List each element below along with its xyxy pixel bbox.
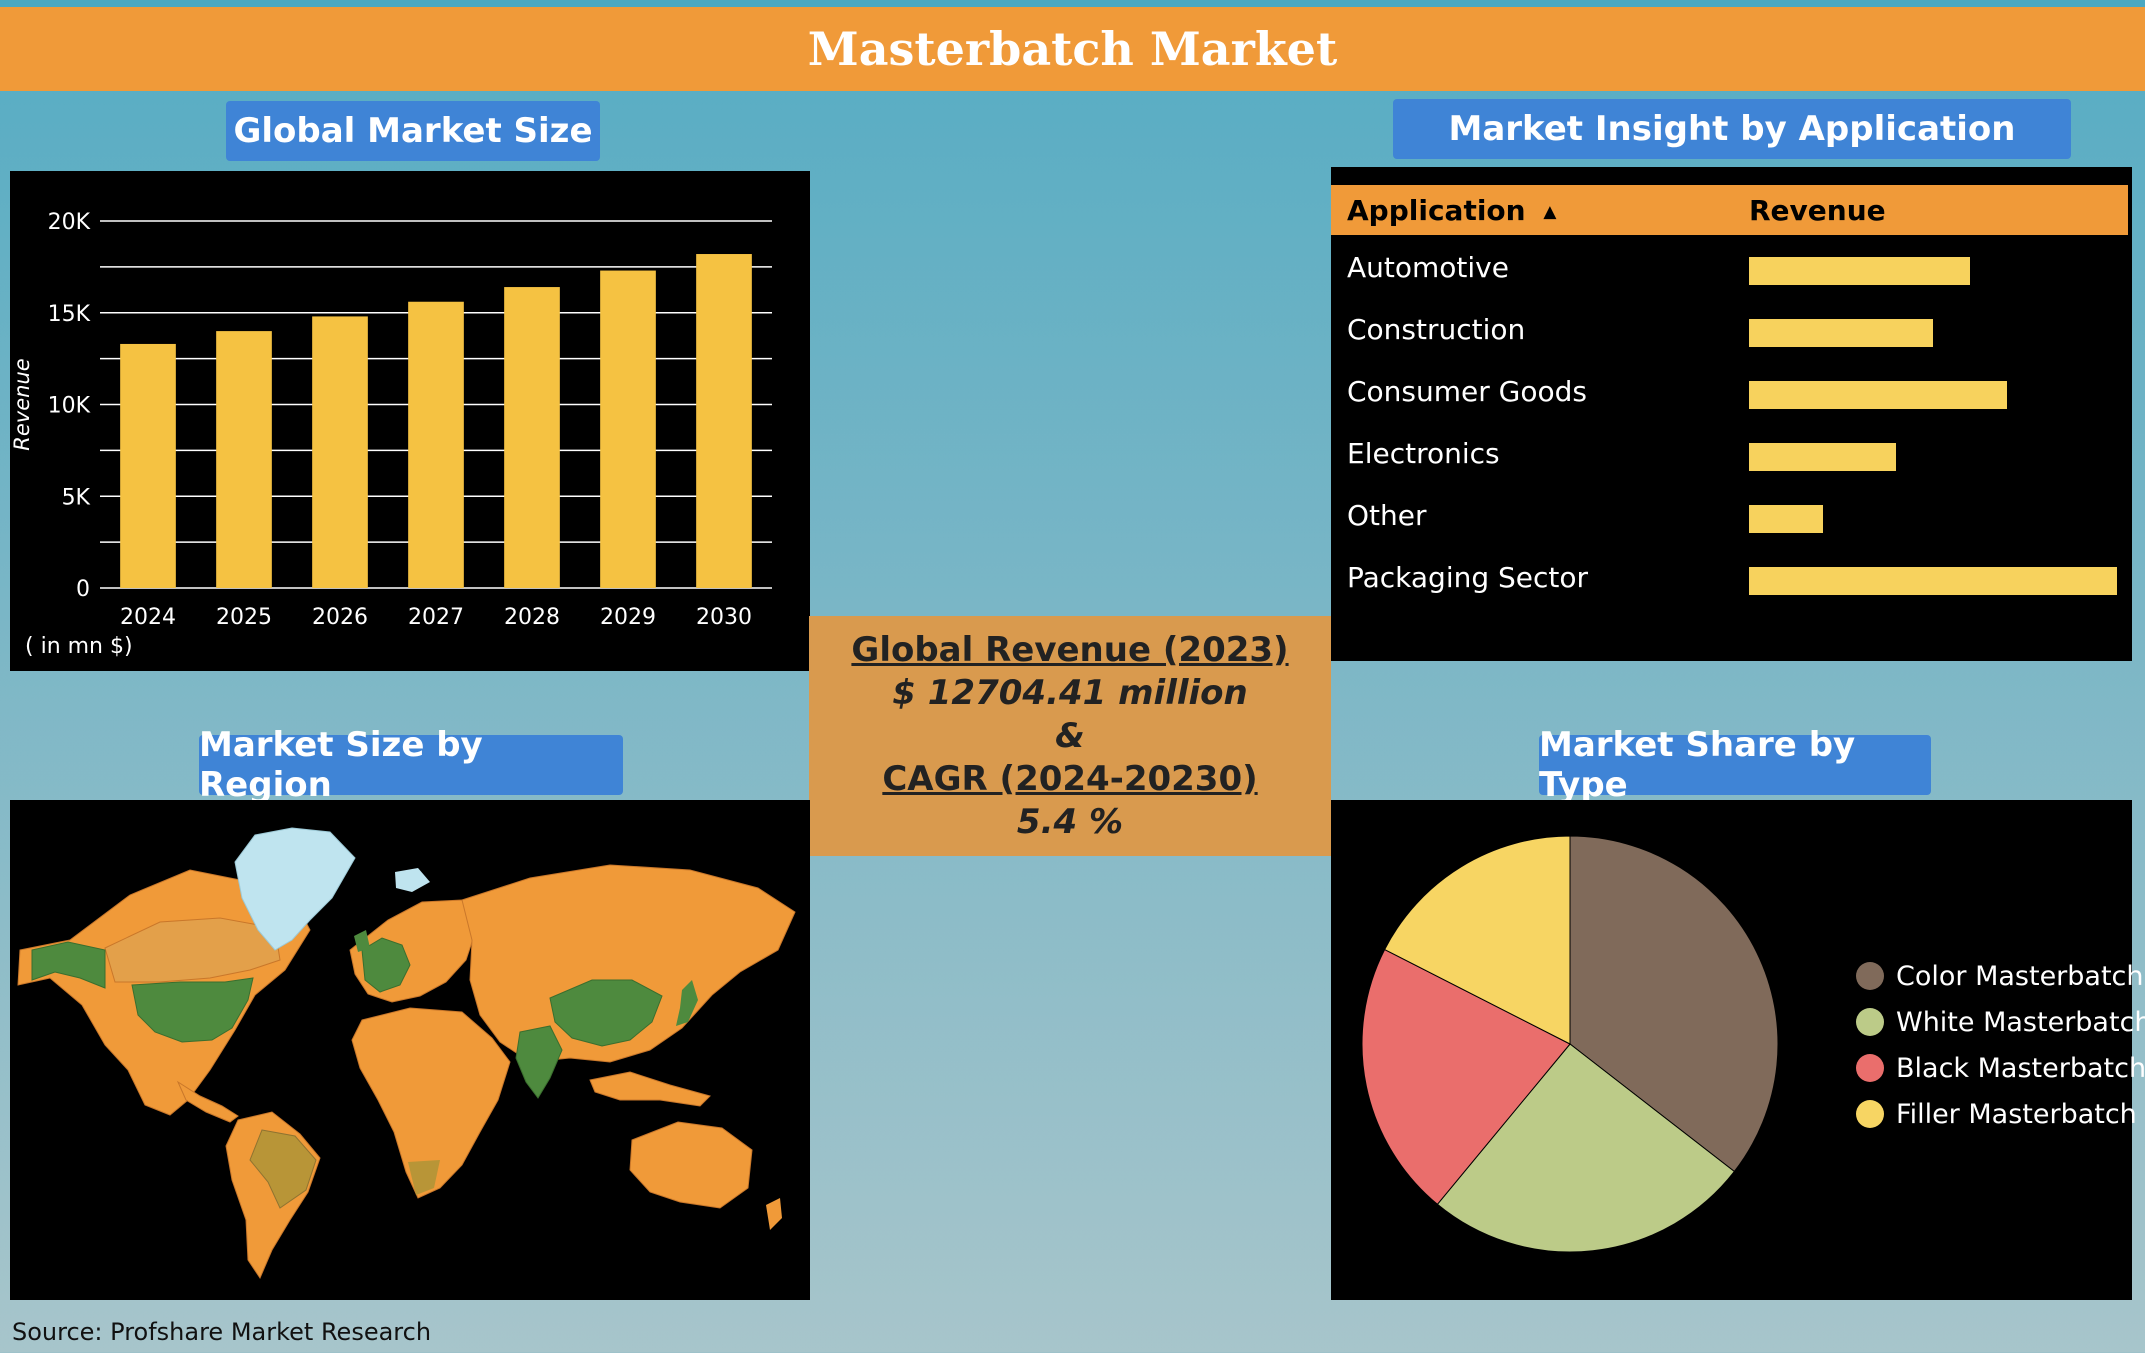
cagr-label: CAGR (2024-20230) bbox=[882, 758, 1258, 799]
map-region-asia[interactable] bbox=[461, 864, 796, 1063]
bar[interactable] bbox=[696, 254, 752, 588]
map-region-usa[interactable] bbox=[131, 977, 254, 1043]
bar[interactable] bbox=[504, 287, 560, 588]
legend-item[interactable]: Filler Masterbatch bbox=[1856, 1094, 2137, 1134]
revenue-bar bbox=[1749, 443, 1897, 471]
map-region-iceland bbox=[395, 868, 430, 892]
x-tick-label: 2027 bbox=[408, 605, 464, 630]
map-region-central-america[interactable] bbox=[176, 1080, 239, 1123]
table-row[interactable]: Electronics bbox=[1331, 427, 2128, 489]
pie-slice[interactable] bbox=[1361, 948, 1571, 1205]
legend-item[interactable]: White Masterbatch bbox=[1856, 1002, 2145, 1042]
source-note: Source: Profshare Market Research bbox=[12, 1318, 432, 1346]
bar[interactable] bbox=[600, 270, 656, 588]
y-tick-label: 5K bbox=[62, 485, 91, 510]
map-region-uk[interactable] bbox=[354, 930, 370, 952]
top-strip bbox=[0, 0, 2145, 7]
map-region-western-europe[interactable] bbox=[361, 937, 411, 993]
bar[interactable] bbox=[312, 316, 368, 588]
table-row[interactable]: Automotive bbox=[1331, 241, 2128, 303]
x-tick-label: 2029 bbox=[600, 605, 656, 630]
revenue-bar bbox=[1749, 567, 2117, 595]
map-region-china[interactable] bbox=[549, 979, 663, 1047]
x-tick-label: 2025 bbox=[216, 605, 272, 630]
header-banner: Masterbatch Market bbox=[0, 7, 2145, 91]
legend-label: Color Masterbatch bbox=[1896, 960, 2144, 992]
table-header: Application ▲ Revenue bbox=[1331, 185, 2128, 235]
global-revenue-value: $ 12704.41 million bbox=[892, 672, 1248, 713]
global-revenue-card: Global Revenue (2023) $ 12704.41 million… bbox=[809, 616, 1331, 856]
revenue-bar bbox=[1749, 257, 1970, 285]
global-revenue-label: Global Revenue (2023) bbox=[851, 629, 1289, 670]
market-region-title: Market Size by Region bbox=[199, 725, 623, 805]
table-row[interactable]: Packaging Sector bbox=[1331, 551, 2128, 613]
map-region-brazil[interactable] bbox=[249, 1129, 317, 1209]
application-column-header[interactable]: Application ▲ bbox=[1347, 194, 1557, 227]
pie-slice[interactable] bbox=[1569, 835, 1779, 1173]
ampersand-text: & bbox=[1055, 715, 1085, 756]
global-market-size-title: Global Market Size bbox=[226, 101, 600, 161]
bar-chart-panel: 0 5K 10K 15K 20K 2024 2025 2026 2027 2028 2029 2030… bbox=[10, 171, 810, 671]
map-region-india[interactable] bbox=[515, 1025, 563, 1099]
map-region-alaska[interactable] bbox=[31, 941, 106, 989]
legend-swatch bbox=[1856, 1008, 1884, 1036]
map-region-greenland[interactable] bbox=[234, 827, 356, 951]
y-axis-label: Revenue bbox=[10, 358, 34, 450]
application-label: Construction bbox=[1347, 313, 1526, 346]
application-label: Packaging Sector bbox=[1347, 561, 1589, 594]
pie-slice[interactable] bbox=[1436, 1043, 1736, 1253]
market-share-title: Market Share by Type bbox=[1539, 725, 1931, 805]
y-tick-label: 20K bbox=[48, 210, 91, 235]
legend-item[interactable]: Color Masterbatch bbox=[1856, 956, 2144, 996]
revenue-column-header[interactable]: Revenue bbox=[1749, 194, 1886, 227]
map-region-new-zealand[interactable] bbox=[766, 1198, 782, 1230]
table-row[interactable]: Consumer Goods bbox=[1331, 365, 2128, 427]
map-region-japan[interactable] bbox=[676, 980, 698, 1026]
pie-slice[interactable] bbox=[1383, 835, 1571, 1045]
legend-item[interactable]: Black Masterbatch bbox=[1856, 1048, 2145, 1088]
y-tick-label: 10K bbox=[48, 394, 91, 419]
sort-ascending-icon: ▲ bbox=[1543, 202, 1557, 222]
legend-label: Black Masterbatch bbox=[1896, 1052, 2145, 1084]
map-region-australia[interactable] bbox=[629, 1121, 753, 1209]
pie-chart bbox=[1361, 835, 1779, 1253]
pie-chart-panel: Color Masterbatch White Masterbatch Black … bbox=[1331, 800, 2145, 1300]
bar[interactable] bbox=[120, 343, 176, 588]
table-row[interactable]: Other bbox=[1331, 489, 2128, 551]
bar-chart: 0 5K 10K 15K 20K 2024 2025 2026 2027 2028 2029 2030… bbox=[10, 210, 772, 659]
world-map bbox=[17, 827, 796, 1280]
y-tick-label: 0 bbox=[76, 577, 90, 602]
application-label: Consumer Goods bbox=[1347, 375, 1587, 408]
map-region-south-africa[interactable] bbox=[408, 1160, 440, 1195]
application-label: Automotive bbox=[1347, 251, 1509, 284]
page-title: Masterbatch Market bbox=[807, 22, 1338, 76]
legend-swatch bbox=[1856, 1100, 1884, 1128]
application-label: Electronics bbox=[1347, 437, 1500, 470]
legend-swatch bbox=[1856, 962, 1884, 990]
x-tick-label: 2030 bbox=[696, 605, 752, 630]
x-tick-label: 2026 bbox=[312, 605, 368, 630]
application-table-panel: Application ▲ Revenue Automotive Construc… bbox=[1331, 167, 2132, 661]
bar[interactable] bbox=[216, 331, 272, 588]
bar[interactable] bbox=[408, 301, 464, 588]
y-tick-label: 15K bbox=[48, 302, 91, 327]
table-row[interactable]: Construction bbox=[1331, 303, 2128, 365]
map-region-southeast-asia[interactable] bbox=[589, 1071, 711, 1107]
unit-note: ( in mn $) bbox=[25, 634, 133, 659]
region-map-panel bbox=[10, 800, 810, 1300]
map-region-canada[interactable] bbox=[104, 917, 281, 983]
revenue-bar bbox=[1749, 319, 1933, 347]
map-region-africa[interactable] bbox=[351, 1007, 511, 1199]
revenue-bar bbox=[1749, 381, 2007, 409]
legend-label: White Masterbatch bbox=[1896, 1006, 2145, 1038]
legend-swatch bbox=[1856, 1054, 1884, 1082]
x-tick-label: 2024 bbox=[120, 605, 176, 630]
market-insight-title: Market Insight by Application bbox=[1393, 99, 2071, 159]
revenue-bar bbox=[1749, 505, 1823, 533]
legend-label: Filler Masterbatch bbox=[1896, 1098, 2137, 1130]
application-label: Other bbox=[1347, 499, 1427, 532]
cagr-value: 5.4 % bbox=[1016, 801, 1124, 842]
x-tick-label: 2028 bbox=[504, 605, 560, 630]
